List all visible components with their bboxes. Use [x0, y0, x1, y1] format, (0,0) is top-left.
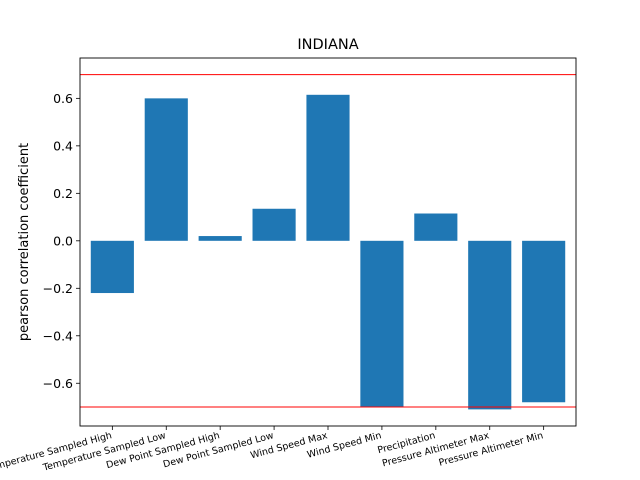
y-tick-label: 0.6 [53, 91, 73, 106]
bar [198, 236, 242, 241]
bar [414, 213, 458, 241]
bar [522, 240, 566, 403]
y-tick-label: −0.2 [43, 281, 73, 296]
bar [360, 240, 404, 407]
bar [306, 94, 350, 241]
y-tick-label: −0.6 [43, 376, 73, 391]
bar [90, 240, 134, 294]
bar [252, 208, 296, 241]
y-tick-label: 0.2 [53, 186, 73, 201]
bar [468, 240, 512, 410]
chart-title: INDIANA [297, 37, 358, 53]
bar [144, 98, 188, 241]
y-tick-label: 0.4 [53, 138, 73, 153]
y-tick-label: −0.4 [43, 328, 73, 343]
y-axis-label: pearson correlation coefficient [17, 143, 32, 341]
y-tick-label: 0.0 [53, 233, 73, 248]
